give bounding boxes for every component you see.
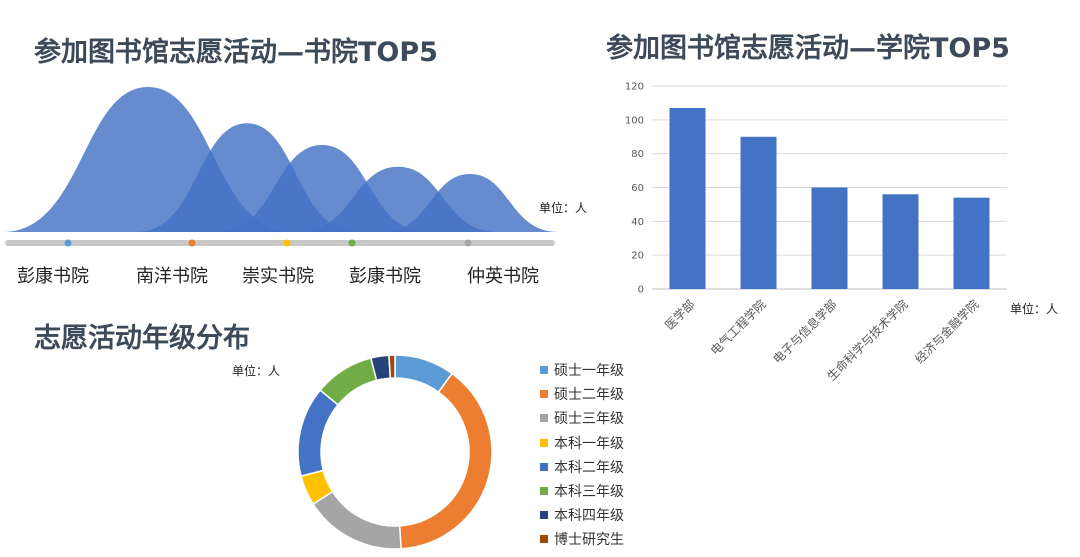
donut-legend-label: 硕士一年级	[554, 363, 624, 380]
donut-unit-label: 单位：人	[232, 364, 281, 378]
donut-chart-title: 志愿活动年级分布	[34, 323, 250, 354]
donut-slice	[388, 354, 396, 379]
donut-legend-item: 硕士一年级	[540, 358, 624, 382]
donut-legend-label: 本科二年级	[554, 459, 624, 476]
donut-legend-item: 硕士三年级	[540, 406, 624, 430]
bar-y-tick-label: 0	[638, 285, 644, 296]
mountain-marker	[283, 239, 291, 247]
bar	[811, 187, 848, 289]
mountain-peak	[382, 174, 558, 232]
donut-legend-label: 硕士三年级	[554, 411, 624, 428]
mountain-category-label: 南洋书院	[136, 266, 208, 287]
bar-category-label: 电气工程学院	[707, 297, 769, 359]
donut-slice	[319, 357, 378, 406]
donut-legend-swatch	[540, 535, 548, 544]
donut-slice	[312, 490, 402, 550]
bar-y-tick-label: 80	[631, 149, 644, 160]
donut-legend-swatch	[540, 390, 548, 399]
donut-legend: 硕士一年级硕士二年级硕士三年级本科一年级本科二年级本科三年级本科四年级博士研究生	[540, 358, 624, 552]
mountain-unit-label: 单位：人	[539, 201, 588, 215]
bar-y-tick-label: 120	[625, 82, 644, 93]
bar-y-tick-label: 20	[631, 251, 644, 262]
bar-chart-title: 参加图书馆志愿活动—学院TOP5	[606, 33, 1010, 64]
donut-chart-svg	[297, 354, 493, 550]
donut-legend-label: 博士研究生	[554, 532, 624, 549]
mountain-category-label: 崇实书院	[242, 266, 314, 287]
donut-legend-item: 本科三年级	[540, 479, 624, 503]
bar	[882, 194, 919, 289]
mountain-category-label: 仲英书院	[467, 266, 539, 287]
donut-slice	[297, 389, 340, 478]
mountain-category-label: 彭康书院	[349, 266, 421, 287]
bar-chart: 0 20 40 60 80 100 120 医学部 电气工程学院 电子与信息学部 生命科学与技术学院…	[600, 70, 1010, 390]
donut-legend-swatch	[540, 366, 548, 375]
bar-unit-label: 单位：人	[1010, 302, 1059, 316]
donut-legend-item: 本科二年级	[540, 455, 624, 479]
bar-category-label: 经济与金融学院	[912, 297, 982, 367]
bar-y-tick-label: 100	[625, 115, 644, 126]
bar-y-tick-label: 60	[631, 183, 644, 194]
mountain-chart-title: 参加图书馆志愿活动—书院TOP5	[34, 37, 438, 68]
donut-legend-swatch	[540, 487, 548, 496]
donut-legend-item: 本科四年级	[540, 503, 624, 527]
donut-legend-item: 硕士二年级	[540, 382, 624, 406]
donut-legend-swatch	[540, 438, 548, 447]
mountain-marker	[188, 239, 196, 247]
mountain-category-label: 彭康书院	[17, 266, 89, 287]
mountain-chart: 彭康书院 南洋书院 崇实书院 彭康书院 仲英书院	[0, 60, 570, 300]
bar-category-label: 医学部	[662, 297, 698, 333]
donut-chart	[290, 345, 500, 553]
bar-y-tick-label: 40	[631, 217, 644, 228]
mountain-marker	[464, 239, 472, 247]
mountain-chart-svg: 彭康书院 南洋书院 崇实书院 彭康书院 仲英书院	[3, 87, 558, 287]
donut-legend-item: 博士研究生	[540, 527, 624, 551]
donut-slice	[398, 372, 493, 550]
mountain-marker	[348, 239, 356, 247]
donut-legend-label: 本科三年级	[554, 484, 624, 501]
donut-legend-label: 硕士二年级	[554, 387, 624, 404]
donut-legend-swatch	[540, 414, 548, 423]
mountain-marker	[64, 239, 72, 247]
donut-legend-label: 本科一年级	[554, 435, 624, 452]
donut-legend-swatch	[540, 511, 548, 520]
bar	[669, 107, 706, 289]
donut-legend-item: 本科一年级	[540, 431, 624, 455]
donut-legend-swatch	[540, 462, 548, 471]
donut-legend-label: 本科四年级	[554, 508, 624, 525]
bar	[953, 197, 990, 289]
bar-category-label: 电子与信息学部	[770, 297, 840, 367]
bar	[740, 136, 777, 289]
